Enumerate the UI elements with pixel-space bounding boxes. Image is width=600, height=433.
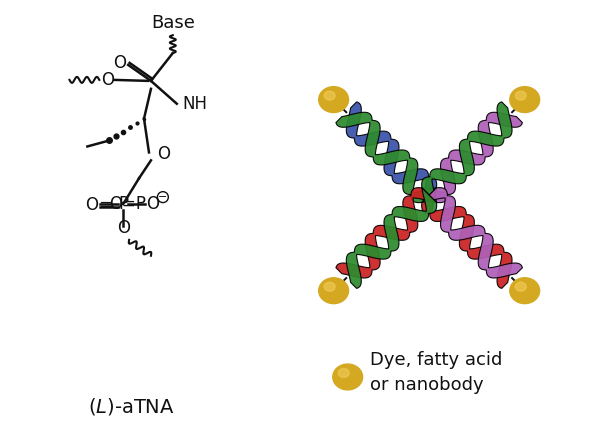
Text: O: O <box>146 195 160 213</box>
Text: =: = <box>98 196 113 214</box>
Polygon shape <box>336 187 436 278</box>
Text: O=P: O=P <box>109 195 146 213</box>
Polygon shape <box>422 102 512 202</box>
Text: $(L)$-aTNA: $(L)$-aTNA <box>88 396 175 417</box>
Text: P: P <box>118 195 128 213</box>
Ellipse shape <box>510 278 539 304</box>
Ellipse shape <box>510 87 539 113</box>
Ellipse shape <box>324 282 335 291</box>
Polygon shape <box>422 112 523 203</box>
Ellipse shape <box>333 364 362 390</box>
Ellipse shape <box>324 91 335 100</box>
Text: O: O <box>116 219 130 237</box>
Ellipse shape <box>319 278 349 304</box>
Ellipse shape <box>515 91 526 100</box>
Text: O: O <box>113 54 126 72</box>
Polygon shape <box>422 188 512 288</box>
Ellipse shape <box>338 368 349 378</box>
Text: O: O <box>101 71 114 89</box>
Text: NH: NH <box>183 95 208 113</box>
Text: Dye, fatty acid
or nanobody: Dye, fatty acid or nanobody <box>370 352 502 394</box>
Ellipse shape <box>515 282 526 291</box>
Polygon shape <box>346 188 437 288</box>
Ellipse shape <box>319 87 349 113</box>
Polygon shape <box>336 112 436 203</box>
Text: O: O <box>157 145 170 163</box>
Text: Base: Base <box>151 14 195 32</box>
Text: O: O <box>85 196 98 214</box>
Polygon shape <box>422 187 523 278</box>
Polygon shape <box>346 102 437 202</box>
Text: −: − <box>158 192 167 202</box>
